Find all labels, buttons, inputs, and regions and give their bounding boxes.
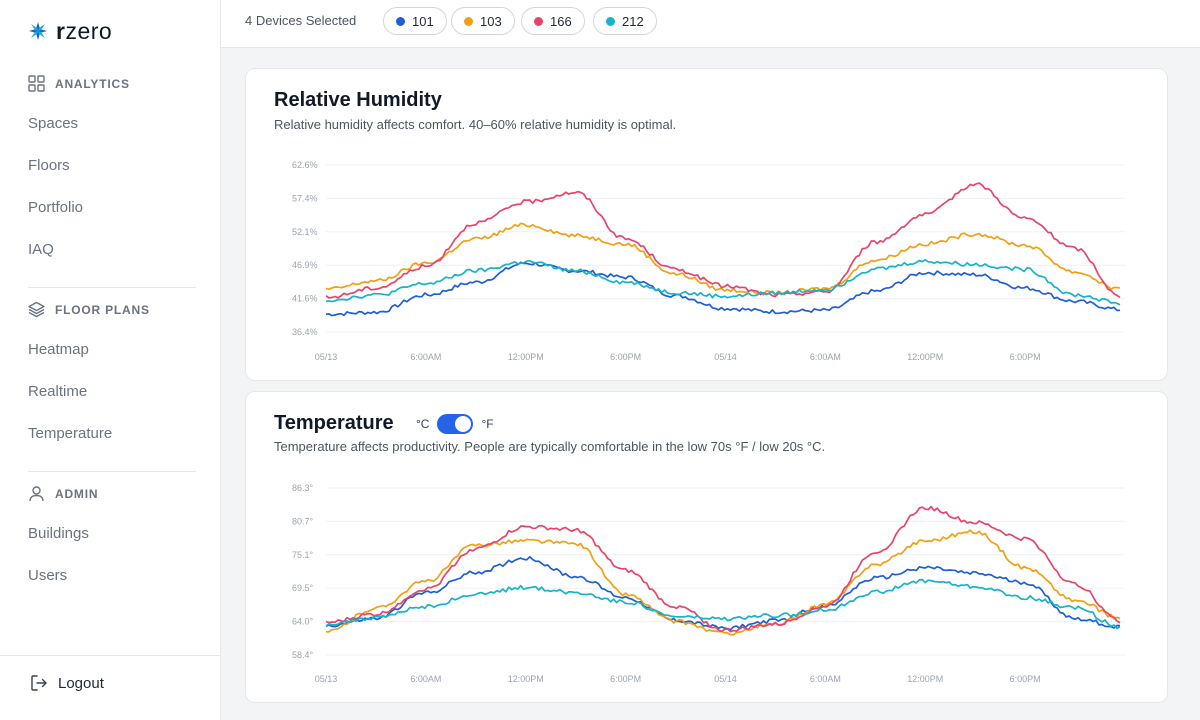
section-title: ADMIN — [55, 486, 99, 501]
sidebar-item-realtime[interactable]: Realtime — [28, 383, 88, 400]
device-chip-label: 103 — [480, 13, 502, 29]
x-tick-label: 6:00PM — [610, 674, 641, 684]
y-tick-label: 52.1% — [292, 227, 318, 237]
temperature-chart: 58.4° 64.0° 69.5° 75.1° 80.7° 86.3° 05/13 6:00A… — [292, 483, 1125, 684]
humidity-subtitle: Relative humidity affects comfort. 40–60… — [274, 117, 677, 132]
sidebar-item-iaq[interactable]: IAQ — [28, 241, 54, 258]
series-line-212 — [325, 258, 1121, 306]
device-chip-212[interactable]: 212 — [593, 7, 657, 35]
unit-celsius-label: °C — [416, 417, 430, 431]
x-tick-label: 05/13 — [315, 674, 338, 684]
brand-logo[interactable]: rzero — [28, 18, 112, 44]
x-tick-label: 6:00PM — [1010, 674, 1041, 684]
device-chip-label: 212 — [622, 13, 644, 29]
series-line-166 — [325, 505, 1121, 633]
unit-toggle-group: °C °F — [416, 414, 494, 434]
device-chip-label: 101 — [412, 13, 434, 29]
x-tick-label: 6:00PM — [610, 352, 641, 362]
toggle-knob — [455, 416, 472, 432]
y-tick-label: 64.0° — [292, 617, 314, 627]
y-tick-label: 41.6% — [292, 294, 318, 304]
sidebar-item-heatmap[interactable]: Heatmap — [28, 341, 89, 358]
sidebar-item-portfolio[interactable]: Portfolio — [28, 199, 84, 216]
sidebar-item-spaces[interactable]: Spaces — [28, 115, 79, 132]
temperature-title: Temperature — [274, 412, 394, 434]
brand-name: rzero — [56, 17, 113, 44]
section-title: FLOOR PLANS — [55, 302, 150, 317]
x-tick-label: 6:00PM — [1010, 352, 1041, 362]
device-chip-label: 166 — [550, 13, 572, 29]
device-color-dot — [396, 16, 405, 26]
device-color-dot — [606, 16, 615, 26]
sidebar-item-temperature[interactable]: Temperature — [28, 425, 113, 442]
section-floor-plans: FLOOR PLANS — [28, 301, 150, 318]
y-tick-label: 58.4° — [292, 650, 314, 660]
devices-selected-count: 4 Devices Selected — [245, 13, 357, 28]
sidebar: rzero ANALYTICS Spaces Floors Portfolio … — [0, 0, 221, 720]
section-title: ANALYTICS — [55, 76, 130, 91]
logout-button[interactable]: Logout — [30, 674, 104, 692]
humidity-card: Relative Humidity Relative humidity affe… — [245, 68, 1168, 381]
series-line-103 — [325, 222, 1121, 296]
series-line-212 — [325, 578, 1121, 630]
y-tick-label: 86.3° — [292, 483, 314, 493]
sidebar-item-users[interactable]: Users — [28, 567, 68, 584]
rzero-logo-icon — [29, 22, 47, 40]
y-tick-label: 57.4% — [292, 193, 318, 203]
sidebar-item-buildings[interactable]: Buildings — [28, 525, 89, 542]
x-tick-label: 12:00PM — [508, 674, 544, 684]
y-tick-label: 62.6% — [292, 160, 318, 170]
y-tick-label: 69.5° — [292, 583, 314, 593]
device-chip-166[interactable]: 166 — [521, 7, 585, 35]
x-tick-label: 6:00AM — [410, 352, 441, 362]
device-color-dot — [534, 16, 543, 26]
section-admin: ADMIN — [28, 485, 98, 502]
x-tick-label: 05/13 — [315, 352, 338, 362]
y-tick-label: 46.9% — [292, 260, 318, 270]
device-filter-bar: 4 Devices Selected 101 103 166 212 — [221, 0, 1200, 48]
logout-icon — [31, 675, 47, 691]
x-tick-label: 12:00PM — [907, 352, 943, 362]
grid-icon — [28, 75, 45, 92]
logout-label: Logout — [58, 674, 104, 692]
device-chip-103[interactable]: 103 — [451, 7, 515, 35]
x-tick-label: 05/14 — [714, 674, 737, 684]
sidebar-divider — [28, 287, 196, 288]
unit-toggle[interactable] — [437, 414, 474, 434]
x-tick-label: 12:00PM — [907, 674, 943, 684]
logout-area: Logout — [0, 655, 220, 720]
x-tick-label: 05/14 — [714, 352, 737, 362]
series-line-103 — [325, 529, 1121, 636]
series-line-101 — [325, 261, 1121, 317]
device-chip-101[interactable]: 101 — [383, 7, 447, 35]
device-color-dot — [464, 16, 473, 26]
y-tick-label: 75.1° — [292, 550, 314, 560]
x-tick-label: 6:00AM — [810, 674, 841, 684]
user-icon — [29, 486, 44, 502]
y-tick-label: 80.7° — [292, 516, 314, 526]
sidebar-item-floors[interactable]: Floors — [28, 157, 70, 174]
x-tick-label: 6:00AM — [410, 674, 441, 684]
layers-icon — [28, 301, 45, 318]
x-tick-label: 12:00PM — [508, 352, 544, 362]
temperature-subtitle: Temperature affects productivity. People… — [274, 439, 826, 454]
humidity-chart: 36.4% 41.6% 46.9% 52.1% 57.4% 62.6% 05/13 6:00A… — [292, 160, 1125, 362]
series-line-166 — [325, 182, 1121, 299]
sidebar-divider — [28, 471, 196, 472]
section-analytics: ANALYTICS — [28, 75, 130, 92]
temperature-card: Temperature °C °F Temperature affects pr… — [245, 391, 1168, 703]
series-line-101 — [325, 555, 1121, 631]
unit-fahrenheit-label: °F — [481, 417, 494, 431]
humidity-title: Relative Humidity — [274, 89, 442, 111]
x-tick-label: 6:00AM — [810, 352, 841, 362]
y-tick-label: 36.4% — [292, 327, 318, 337]
